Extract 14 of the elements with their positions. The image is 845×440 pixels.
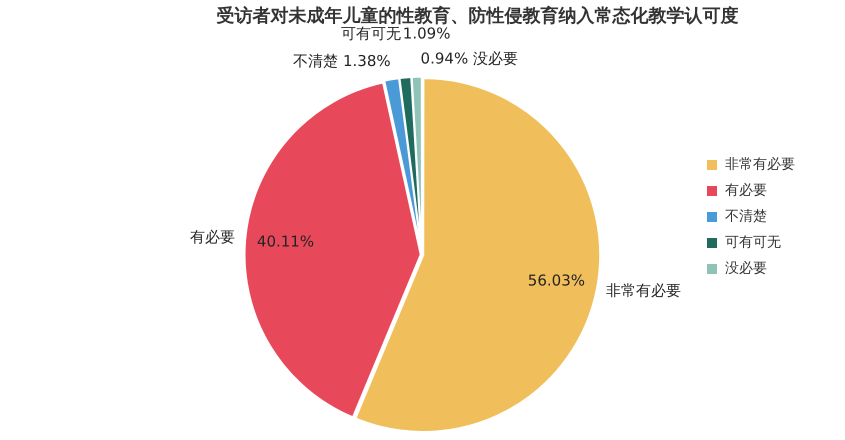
data-label: 40.11%: [256, 232, 314, 250]
chart-title: 受访者对未成年儿童的性教育、防性侵教育纳入常态化教学认可度: [216, 4, 738, 26]
slice-label: 非常有必要: [606, 282, 682, 300]
legend-label: 没必要: [725, 260, 767, 277]
data-label: 56.03%: [528, 272, 585, 290]
slice-label: 可有可无: [340, 24, 401, 42]
legend-label: 不清楚: [725, 208, 767, 225]
slice-label: 有必要: [190, 228, 236, 246]
text: 0.94% 没必要: [420, 50, 518, 68]
data-label: 1.09%: [402, 24, 450, 42]
legend-label: 有必要: [725, 182, 767, 199]
legend-label: 可有可无: [725, 234, 781, 251]
category-label: 不清楚 1.38%: [293, 52, 391, 70]
legend-label: 非常有必要: [725, 156, 795, 173]
